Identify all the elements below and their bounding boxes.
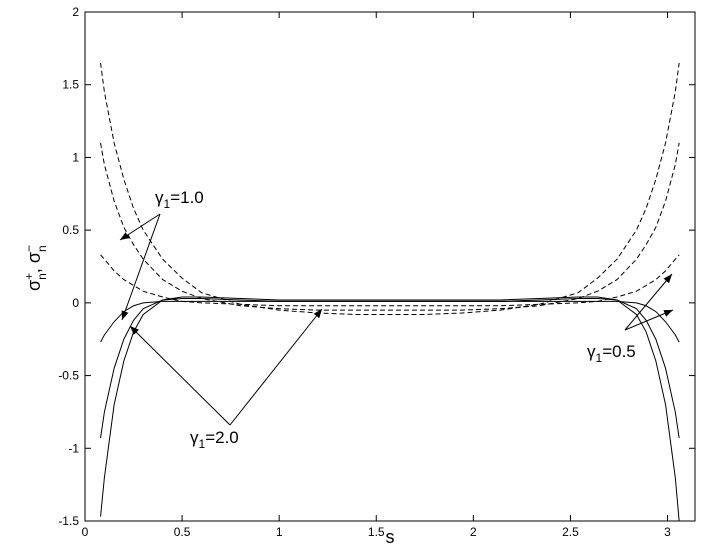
x-tick-label: 2 xyxy=(470,525,477,539)
x-tick-label: 0.5 xyxy=(174,525,191,539)
y-tick-label: 2 xyxy=(72,5,79,19)
y-tick-label: 0.5 xyxy=(62,223,79,237)
annotation-part: =1.0 xyxy=(170,188,204,207)
x-tick-label: 1.5 xyxy=(368,525,385,539)
y-label-part: , σ xyxy=(24,252,44,273)
y-tick-label: 0 xyxy=(72,296,79,310)
arrow xyxy=(121,213,161,321)
y-tick-label: -1 xyxy=(68,441,79,455)
y-label-part: n xyxy=(35,273,49,280)
y-label-part: σ xyxy=(24,280,44,291)
arrow xyxy=(119,213,161,241)
y-label-part: + xyxy=(22,273,36,280)
annotation-part: 1 xyxy=(164,197,171,211)
arrow xyxy=(129,325,231,426)
y-label-part: − xyxy=(22,245,36,252)
y-axis-label: σ+n, σ−n xyxy=(22,245,49,291)
y-tick-label: -1.5 xyxy=(58,514,79,528)
annotation-part: 1 xyxy=(596,351,603,365)
annotation-part: 1 xyxy=(199,437,206,451)
annotation-part: γ xyxy=(190,428,199,447)
curve xyxy=(100,142,680,311)
annotation: γ1=2.0 xyxy=(190,428,239,451)
annotation-part: =0.5 xyxy=(602,342,636,361)
arrow xyxy=(624,309,674,331)
arrow xyxy=(624,273,673,331)
annotation-part: γ xyxy=(155,188,164,207)
y-tick-label: 1.5 xyxy=(62,78,79,92)
x-tick-label: 2.5 xyxy=(562,525,579,539)
plot-area xyxy=(84,11,696,522)
x-tick-label: 0 xyxy=(82,525,89,539)
x-tick-label: 3 xyxy=(664,525,671,539)
y-tick-label: 1 xyxy=(72,150,79,164)
annotation: γ1=0.5 xyxy=(587,342,636,365)
x-tick-label: 1 xyxy=(276,525,283,539)
arrow xyxy=(229,308,323,426)
x-axis-label: s xyxy=(386,527,395,547)
annotation-part: =2.0 xyxy=(205,428,239,447)
y-tick-label: -0.5 xyxy=(58,369,79,383)
annotation-part: γ xyxy=(587,342,596,361)
curve xyxy=(100,254,680,307)
curve xyxy=(100,300,680,343)
annotation: γ1=1.0 xyxy=(155,188,204,211)
y-label-part: n xyxy=(35,245,49,252)
curve xyxy=(100,62,680,315)
